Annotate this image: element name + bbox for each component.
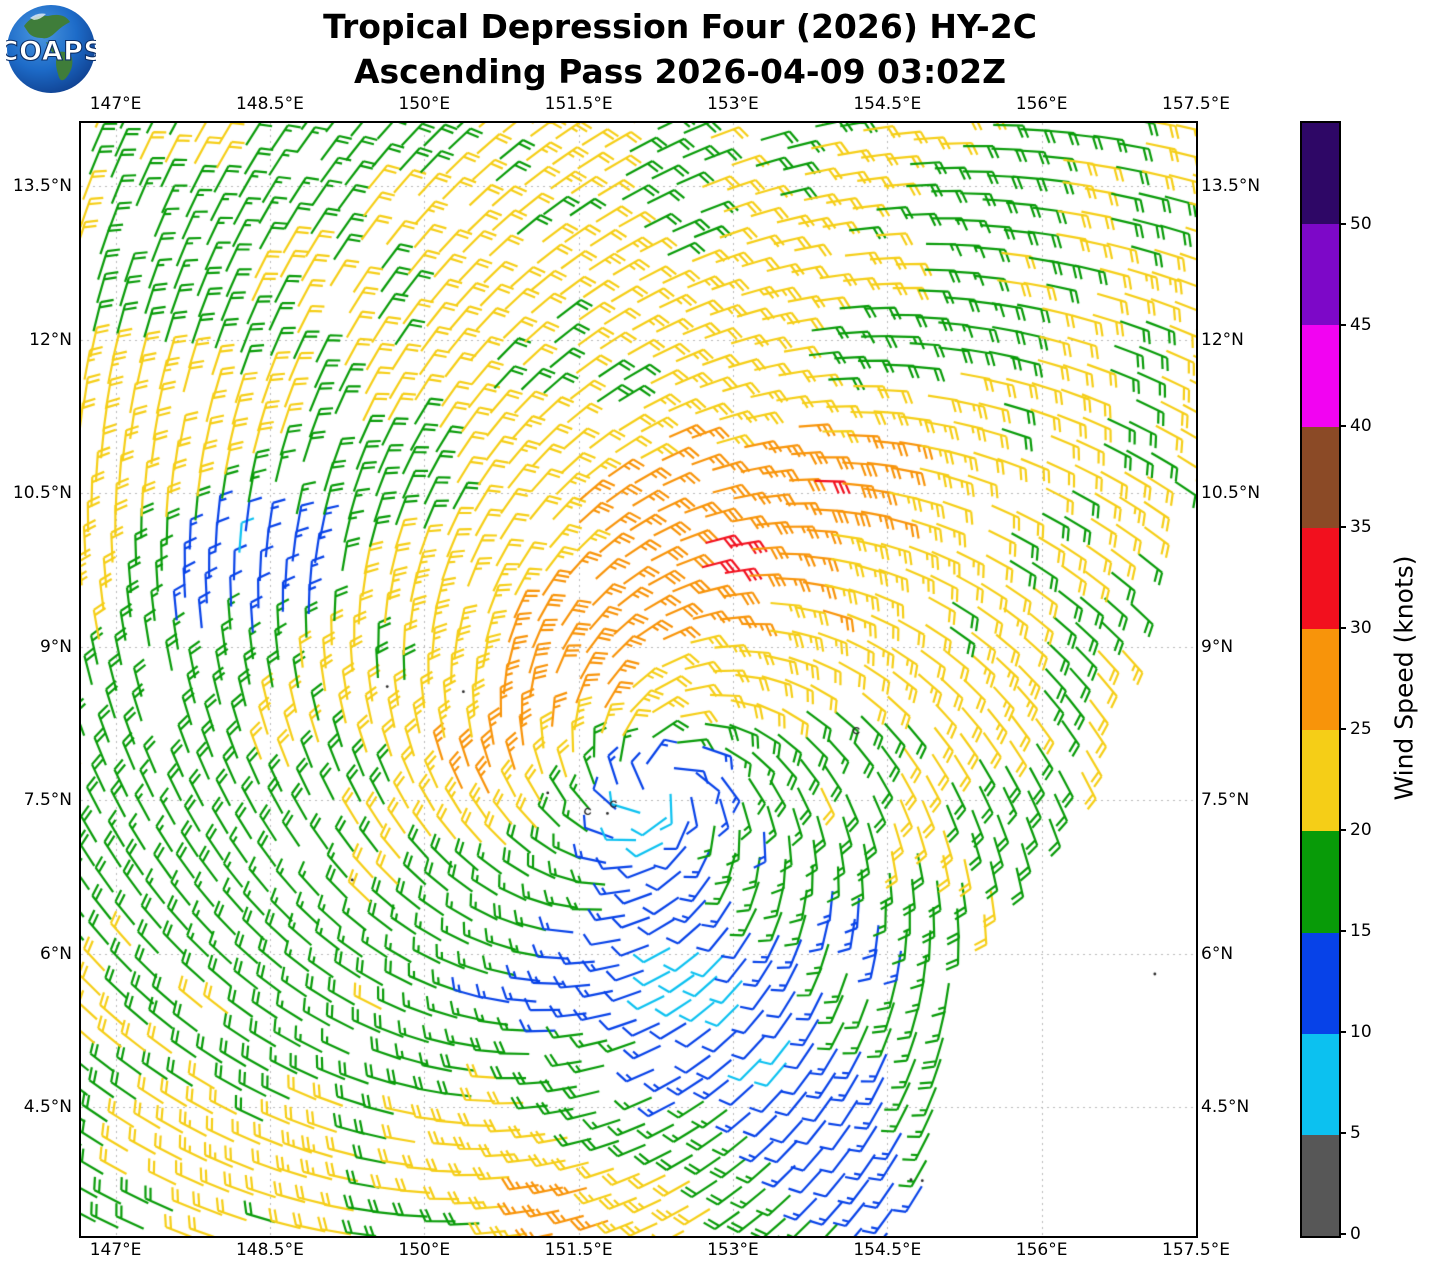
colorbar-segment-50-55 [1302, 123, 1339, 225]
logo-text: COAPS [6, 36, 96, 67]
colorbar-segment-25-30 [1302, 628, 1339, 731]
title-line-2: Ascending Pass 2026-04-09 03:02Z [353, 52, 1007, 91]
lon-tick-label-top: 147°E [89, 94, 142, 114]
colorbar-segment-45-50 [1302, 224, 1339, 326]
lon-tick-label-bottom: 157.5°E [1162, 1240, 1230, 1260]
colorbar-tick-label: 10 [1350, 1022, 1372, 1042]
lat-tick-label-right: 6°N [1201, 943, 1234, 964]
logo-continent-south-america [56, 51, 73, 81]
lat-tick-label-right: 9°N [1201, 636, 1234, 657]
colorbar-segment-5-10 [1302, 1033, 1339, 1135]
colorbar-tick-label: 0 [1350, 1224, 1361, 1244]
lat-tick-label-right: 10.5°N [1201, 483, 1261, 504]
colorbar-tick-mark [1339, 829, 1346, 831]
lat-tick-label-left: 9°N [39, 636, 72, 657]
colorbar-tick-label: 40 [1350, 416, 1372, 436]
colorbar-tick-label: 45 [1350, 315, 1372, 335]
colorbar-tick-mark [1339, 324, 1346, 326]
lat-tick-label-right: 12°N [1201, 329, 1244, 350]
lat-tick-label-right: 7.5°N [1201, 790, 1250, 811]
lon-tick-label-top: 157.5°E [1162, 94, 1230, 114]
colorbar-tick-mark [1339, 1233, 1346, 1235]
colorbar-segment-15-20 [1302, 831, 1339, 933]
colorbar-segment-40-45 [1302, 325, 1339, 427]
colorbar-tick-mark [1339, 1031, 1346, 1033]
title-line-1: Tropical Depression Four (2026) HY-2C [323, 7, 1037, 46]
colorbar-segment-20-25 [1302, 730, 1339, 832]
logo-icecap [30, 13, 46, 20]
lon-tick-label-top: 148.5°E [235, 94, 304, 114]
coaps-logo: COAPS [6, 5, 96, 93]
colorbar-tick-mark [1339, 223, 1346, 225]
lat-tick-label-left: 7.5°N [23, 790, 72, 811]
colorbar-tick-mark [1339, 930, 1346, 932]
colorbar-tick-mark [1339, 425, 1346, 427]
lon-tick-label-bottom: 156°E [1015, 1240, 1068, 1260]
colorbar-tick-mark [1339, 526, 1346, 528]
lat-tick-label-left: 13.5°N [12, 176, 72, 197]
lon-tick-label-bottom: 151.5°E [544, 1240, 613, 1260]
colorbar-segment-10-15 [1302, 932, 1339, 1034]
logo-continent-north-america [24, 14, 70, 39]
colorbar-tick-label: 15 [1350, 921, 1372, 941]
colorbar-segment-0-5 [1302, 1134, 1339, 1237]
lat-tick-label-right: 13.5°N [1201, 176, 1261, 197]
lon-tick-label-top: 150°E [398, 94, 451, 114]
lat-tick-label-left: 10.5°N [12, 483, 72, 504]
logo-continent-central-america [46, 42, 58, 54]
colorbar-tick-label: 25 [1350, 719, 1372, 739]
colorbar-tick-label: 5 [1350, 1123, 1361, 1143]
lon-tick-label-top: 154.5°E [853, 94, 922, 114]
colorbar-segment-30-35 [1302, 527, 1339, 629]
colorbar-tick-mark [1339, 728, 1346, 730]
lat-tick-label-left: 6°N [39, 943, 72, 964]
lon-tick-label-bottom: 153°E [707, 1240, 759, 1260]
lat-tick-label-right: 4.5°N [1201, 1097, 1250, 1117]
figure-title: Tropical Depression Four (2026) HY-2C As… [180, 4, 1180, 94]
colorbar-tick-label: 35 [1350, 517, 1372, 537]
lon-tick-label-bottom: 148.5°E [235, 1240, 304, 1260]
colorbar-segment-35-40 [1302, 426, 1339, 528]
colorbar-tick-mark [1339, 1132, 1346, 1134]
colorbar-tick-label: 20 [1350, 820, 1372, 840]
colorbar-tick-mark [1339, 627, 1346, 629]
lon-tick-label-bottom: 150°E [398, 1240, 451, 1260]
colorbar-tick-label: 50 [1350, 214, 1372, 234]
lon-tick-label-top: 151.5°E [544, 94, 613, 114]
colorbar-axis-label: Wind Speed (knots) [1389, 555, 1419, 801]
colorbar-tick-label: 30 [1350, 618, 1372, 638]
lon-tick-label-top: 153°E [707, 94, 759, 114]
map-plot-area [79, 121, 1198, 1238]
lat-tick-label-left: 4.5°N [23, 1097, 72, 1117]
colorbar [1300, 121, 1341, 1238]
lat-tick-label-left: 12°N [29, 329, 72, 350]
lon-tick-label-bottom: 154.5°E [853, 1240, 922, 1260]
wind-barb-canvas [81, 123, 1196, 1236]
lon-tick-label-bottom: 147°E [89, 1240, 142, 1260]
lon-tick-label-top: 156°E [1015, 94, 1068, 114]
